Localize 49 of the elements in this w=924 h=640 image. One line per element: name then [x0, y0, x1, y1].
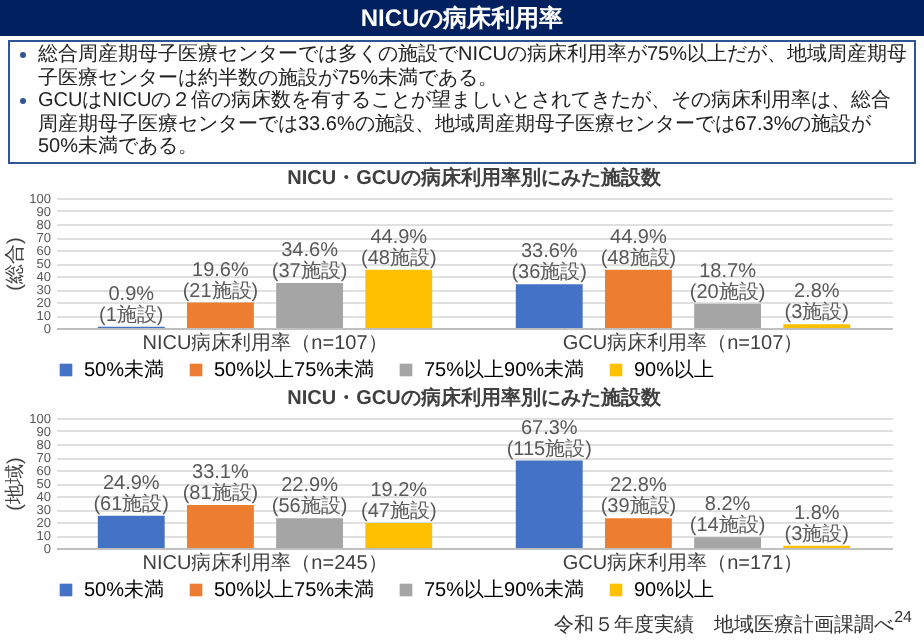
chart-title: NICU・GCUの病床利用率別にみた施設数 [287, 165, 663, 189]
bar [604, 268, 672, 327]
legend-label: 50%以上75%未満 [214, 357, 375, 381]
x-tick-label: NICU病床利用率（n=245） [142, 550, 388, 574]
x-tick-label: GCU病床利用率（n=171） [562, 550, 804, 574]
bar [694, 536, 762, 547]
data-label: 2.8% (3施設) [784, 280, 849, 324]
bar [515, 459, 583, 547]
legend-label: 75%以上90%未満 [424, 357, 585, 381]
bar [97, 514, 165, 547]
data-label: 19.2% (47施設) [360, 479, 437, 523]
legend-label: 50%以上75%未満 [214, 577, 375, 601]
data-label: 24.9% (61施設) [93, 471, 170, 515]
data-label: 18.7% (20施設) [689, 259, 766, 303]
text: 24 [894, 608, 912, 626]
bar [515, 283, 583, 327]
data-label: 22.9% (56施設) [271, 474, 348, 518]
data-label: 8.2% (14施設) [689, 493, 766, 537]
bar [186, 503, 254, 547]
x-tick-label: GCU病床利用率（n=107） [562, 330, 804, 354]
legend-label: 75%以上90%未満 [424, 577, 585, 601]
legend-label: 90%以上 [634, 357, 715, 381]
bar [604, 517, 672, 547]
legend-label: 50%未満 [84, 357, 165, 381]
y-axis-title: (地域) [3, 456, 28, 510]
data-label: 67.3% (115施設) [506, 416, 592, 460]
chart-title: NICU・GCUの病床利用率別にみた施設数 [287, 385, 663, 409]
data-label: 33.6% (36施設) [511, 240, 588, 284]
data-label: 33.1% (81施設) [182, 460, 259, 504]
bar [694, 302, 762, 327]
legend-label: 50%未満 [84, 577, 165, 601]
data-label: 34.6% (37施設) [271, 239, 348, 283]
bar [276, 282, 344, 327]
text: GCUはNICUの２倍の病床数を有することが望ましいとされてきたが、その病床利用率は、総合周産期母子医療センターでは33.6%の施設、地域周産期母子医療センターでは67.3%の施設が50%未満である。 [38, 90, 894, 159]
data-label: 22.8% (39施設) [600, 474, 677, 518]
y-axis-title: (総合) [3, 236, 28, 290]
data-label: 19.6% (21施設) [182, 258, 259, 302]
text: 総合周産期母子医療センターでは多くの施設でNICUの病床利用率が75%以上だが、地域周産期母子医療センターは約半数の施設が75%未満である。 [38, 44, 909, 89]
bar [365, 268, 433, 327]
x-tick-label: NICU病床利用率（n=107） [142, 330, 388, 354]
data-label: 44.9% (48施設) [360, 225, 437, 269]
data-label: 1.8% (3施設) [784, 501, 849, 545]
bar [186, 301, 254, 327]
bar [276, 517, 344, 547]
data-label: 0.9% (1施設) [99, 282, 164, 326]
data-label: 44.9% (48施設) [600, 225, 677, 269]
text: NICUの病床利用率 [0, 0, 924, 36]
legend-label: 90%以上 [634, 577, 715, 601]
bar [365, 522, 433, 547]
